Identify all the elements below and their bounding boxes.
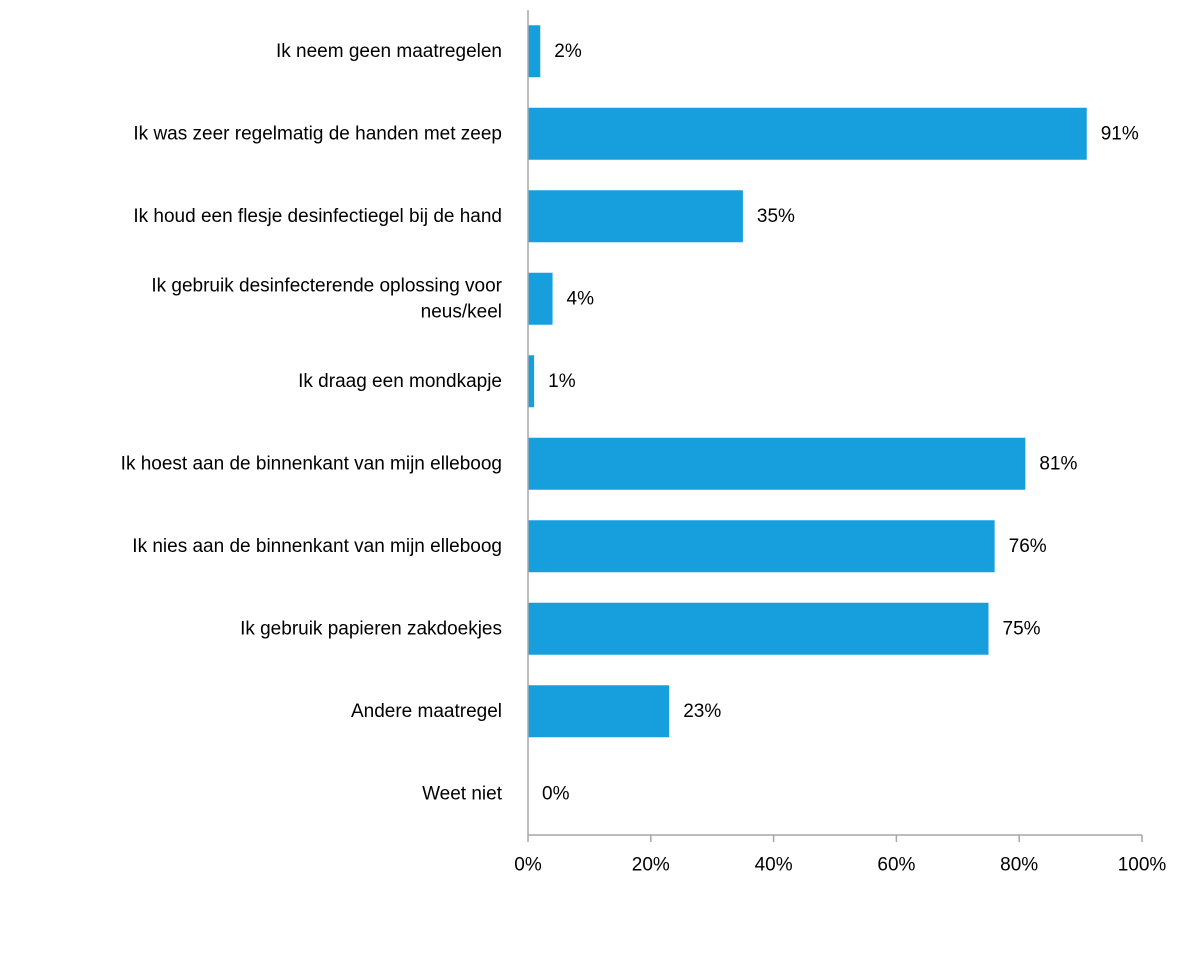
category-label: neus/keel xyxy=(421,301,502,322)
value-label: 4% xyxy=(567,288,595,309)
bar xyxy=(528,190,743,243)
x-tick-label: 60% xyxy=(877,855,915,876)
value-label: 35% xyxy=(757,206,795,227)
category-label: Ik hoest aan de binnenkant van mijn elle… xyxy=(121,453,502,474)
bar xyxy=(528,437,1026,490)
bar xyxy=(528,602,989,655)
category-label: Ik was zeer regelmatig de handen met zee… xyxy=(133,123,502,144)
value-label: 81% xyxy=(1039,453,1077,474)
category-label: Weet niet xyxy=(422,783,503,804)
x-tick-label: 80% xyxy=(1000,855,1038,876)
category-label: Ik gebruik desinfecterende oplossing voo… xyxy=(151,275,502,296)
x-tick-label: 100% xyxy=(1118,855,1167,876)
bar xyxy=(528,272,553,325)
category-label: Ik nies aan de binnenkant van mijn elleb… xyxy=(132,536,502,557)
value-label: 76% xyxy=(1009,536,1047,557)
bar xyxy=(528,107,1087,160)
bar xyxy=(528,355,535,408)
bar xyxy=(528,685,670,738)
category-label: Ik neem geen maatregelen xyxy=(276,41,502,62)
bars-layer xyxy=(528,25,1087,738)
x-tick-label: 0% xyxy=(514,855,542,876)
value-label: 1% xyxy=(548,371,576,392)
value-label: 23% xyxy=(683,701,721,722)
category-label: Andere maatregel xyxy=(351,701,502,722)
labels-layer: Ik neem geen maatregelen 2% Ik was zeer re… xyxy=(121,41,1167,876)
bar xyxy=(528,25,541,78)
axes-layer xyxy=(527,10,1143,842)
x-tick-label: 20% xyxy=(632,855,670,876)
bar xyxy=(528,520,995,573)
value-label: 2% xyxy=(554,41,582,62)
category-label: Ik gebruik papieren zakdoekjes xyxy=(240,618,502,639)
x-tick-label: 40% xyxy=(755,855,793,876)
category-label: Ik houd een flesje desinfectiegel bij de… xyxy=(133,206,502,227)
value-label: 91% xyxy=(1101,123,1139,144)
category-label: Ik draag een mondkapje xyxy=(298,371,502,392)
value-label: 75% xyxy=(1003,618,1041,639)
value-label: 0% xyxy=(542,783,570,804)
